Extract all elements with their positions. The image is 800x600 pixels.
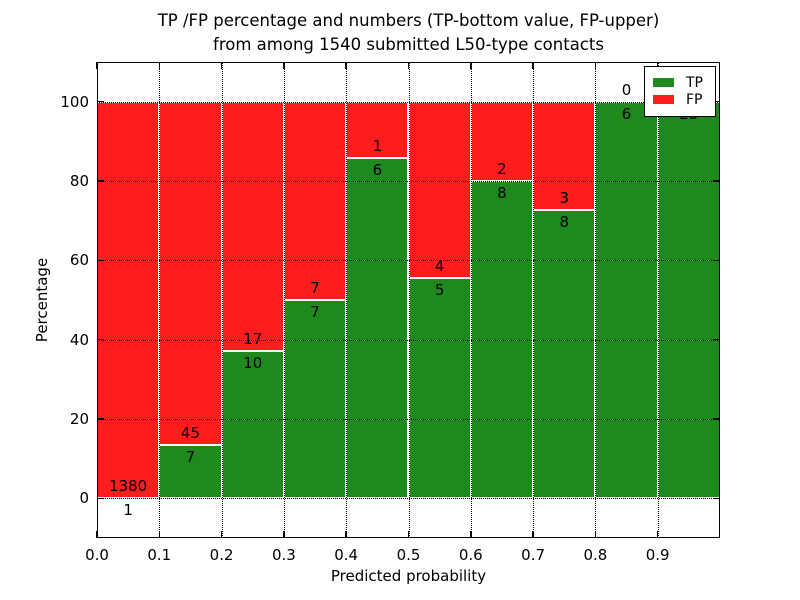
x-tick-label: 0.6 — [458, 546, 483, 564]
bar-count-label-tp: 8 — [497, 184, 507, 202]
tick-mark-y — [97, 259, 104, 262]
y-tick-label: 0 — [79, 489, 89, 508]
tick-mark-x — [220, 531, 223, 538]
gridline-v — [159, 62, 161, 538]
legend-item-tp: TP — [653, 75, 707, 90]
bar-count-label-tp: 10 — [243, 354, 263, 373]
gridline-v — [346, 62, 348, 538]
x-tick-label: 0.1 — [147, 546, 172, 564]
tick-mark-y — [713, 338, 720, 341]
bar-count-label-tp: 1 — [123, 501, 133, 520]
chart-title-line1: TP /FP percentage and numbers (TP-bottom… — [157, 11, 660, 30]
tick-mark-x — [96, 62, 98, 69]
x-tick-label: 0.0 — [85, 546, 109, 564]
tick-mark-y — [713, 259, 720, 262]
bar-count-label-fp: 3 — [559, 188, 570, 207]
bar-count-label-fp: 45 — [180, 423, 200, 442]
tick-mark-y — [97, 180, 104, 182]
tick-mark-y — [713, 497, 720, 500]
bar-segment-tp — [533, 209, 596, 499]
bar-segment-tp — [346, 158, 409, 499]
tick-mark-y — [97, 497, 104, 500]
fp-legend-swatch — [653, 95, 674, 104]
bar-count-label-fp: 1 — [372, 137, 383, 156]
bar-count-label-fp: 7 — [310, 279, 320, 297]
x-tick-label: 0.3 — [271, 546, 296, 564]
tick-mark-x — [158, 62, 161, 69]
bar-count-label-fp: 1380 — [109, 477, 148, 496]
bar-count-label-tp: 5 — [434, 280, 445, 299]
tick-mark-x — [470, 62, 472, 69]
legend-label-tp: TP — [686, 74, 703, 91]
bar-segment-tp — [221, 351, 284, 499]
tick-mark-x — [220, 62, 223, 69]
tick-mark-x — [345, 62, 347, 69]
y-tick-label: 80 — [69, 172, 89, 190]
tick-mark-y — [97, 100, 104, 103]
tick-mark-x — [407, 62, 410, 69]
tick-mark-y — [713, 180, 720, 182]
gridline-v — [595, 62, 597, 538]
y-tick-label: 100 — [60, 92, 89, 111]
chart-title: TP /FP percentage and numbers (TP-bottom… — [97, 9, 720, 56]
tick-mark-x — [158, 531, 161, 538]
tick-mark-x — [283, 62, 285, 69]
bar-count-label-fp: 4 — [434, 256, 445, 275]
x-tick-label: 0.8 — [583, 546, 608, 564]
tick-mark-y — [713, 100, 720, 103]
tick-mark-x — [470, 531, 472, 538]
tp-legend-swatch — [653, 78, 674, 87]
y-tick-label: 20 — [69, 410, 89, 428]
tick-mark-x — [283, 531, 285, 538]
bar-count-label-tp: 7 — [310, 303, 320, 321]
gridline-v — [470, 62, 472, 538]
legend-label-fp: FP — [686, 91, 703, 108]
x-tick-label: 0.2 — [209, 546, 234, 564]
y-tick-label: 60 — [69, 251, 89, 270]
bar-segment-tp — [657, 101, 720, 499]
y-tick-label: 40 — [69, 330, 89, 349]
tick-mark-x — [532, 62, 534, 69]
tick-mark-x — [594, 531, 597, 538]
tick-mark-x — [656, 531, 659, 538]
tick-mark-y — [97, 338, 104, 341]
bar-count-label-tp: 6 — [621, 104, 632, 123]
x-tick-label: 0.9 — [645, 546, 670, 564]
gridline-v — [533, 62, 535, 538]
tick-mark-x — [532, 531, 534, 538]
tick-mark-x — [407, 531, 410, 538]
bar-segment-tp — [408, 277, 471, 499]
gridline-v — [283, 62, 285, 538]
tick-mark-y — [97, 418, 104, 420]
bar-segment-tp — [283, 300, 347, 499]
tick-mark-x — [594, 62, 597, 69]
x-tick-label: 0.5 — [396, 546, 421, 564]
bar-count-label-fp: 2 — [497, 160, 507, 178]
chart-title-line2: from among 1540 submitted L50-type conta… — [213, 34, 604, 54]
bar-count-label-tp: 8 — [559, 212, 570, 231]
tick-mark-x — [656, 62, 659, 69]
plot-area — [97, 62, 720, 538]
legend: TP FP — [644, 66, 716, 117]
bar-segment-fp — [408, 101, 471, 278]
tick-mark-x — [96, 531, 98, 538]
x-tick-label: 0.7 — [521, 546, 546, 564]
bar-segment-tp — [159, 444, 222, 499]
gridline-v — [408, 62, 410, 538]
bar-count-label-fp: 0 — [621, 80, 632, 99]
bar-count-label-tp: 6 — [372, 161, 383, 180]
x-axis-title: Predicted probability — [330, 567, 487, 585]
tick-mark-x — [345, 531, 347, 538]
legend-item-fp: FP — [653, 92, 707, 107]
gridline-v — [221, 62, 223, 538]
bar-count-label-tp: 7 — [185, 447, 196, 466]
tick-mark-y — [713, 418, 720, 420]
x-tick-label: 0.4 — [334, 546, 359, 564]
bar-count-label-fp: 17 — [243, 330, 263, 349]
gridline-v — [657, 62, 659, 538]
